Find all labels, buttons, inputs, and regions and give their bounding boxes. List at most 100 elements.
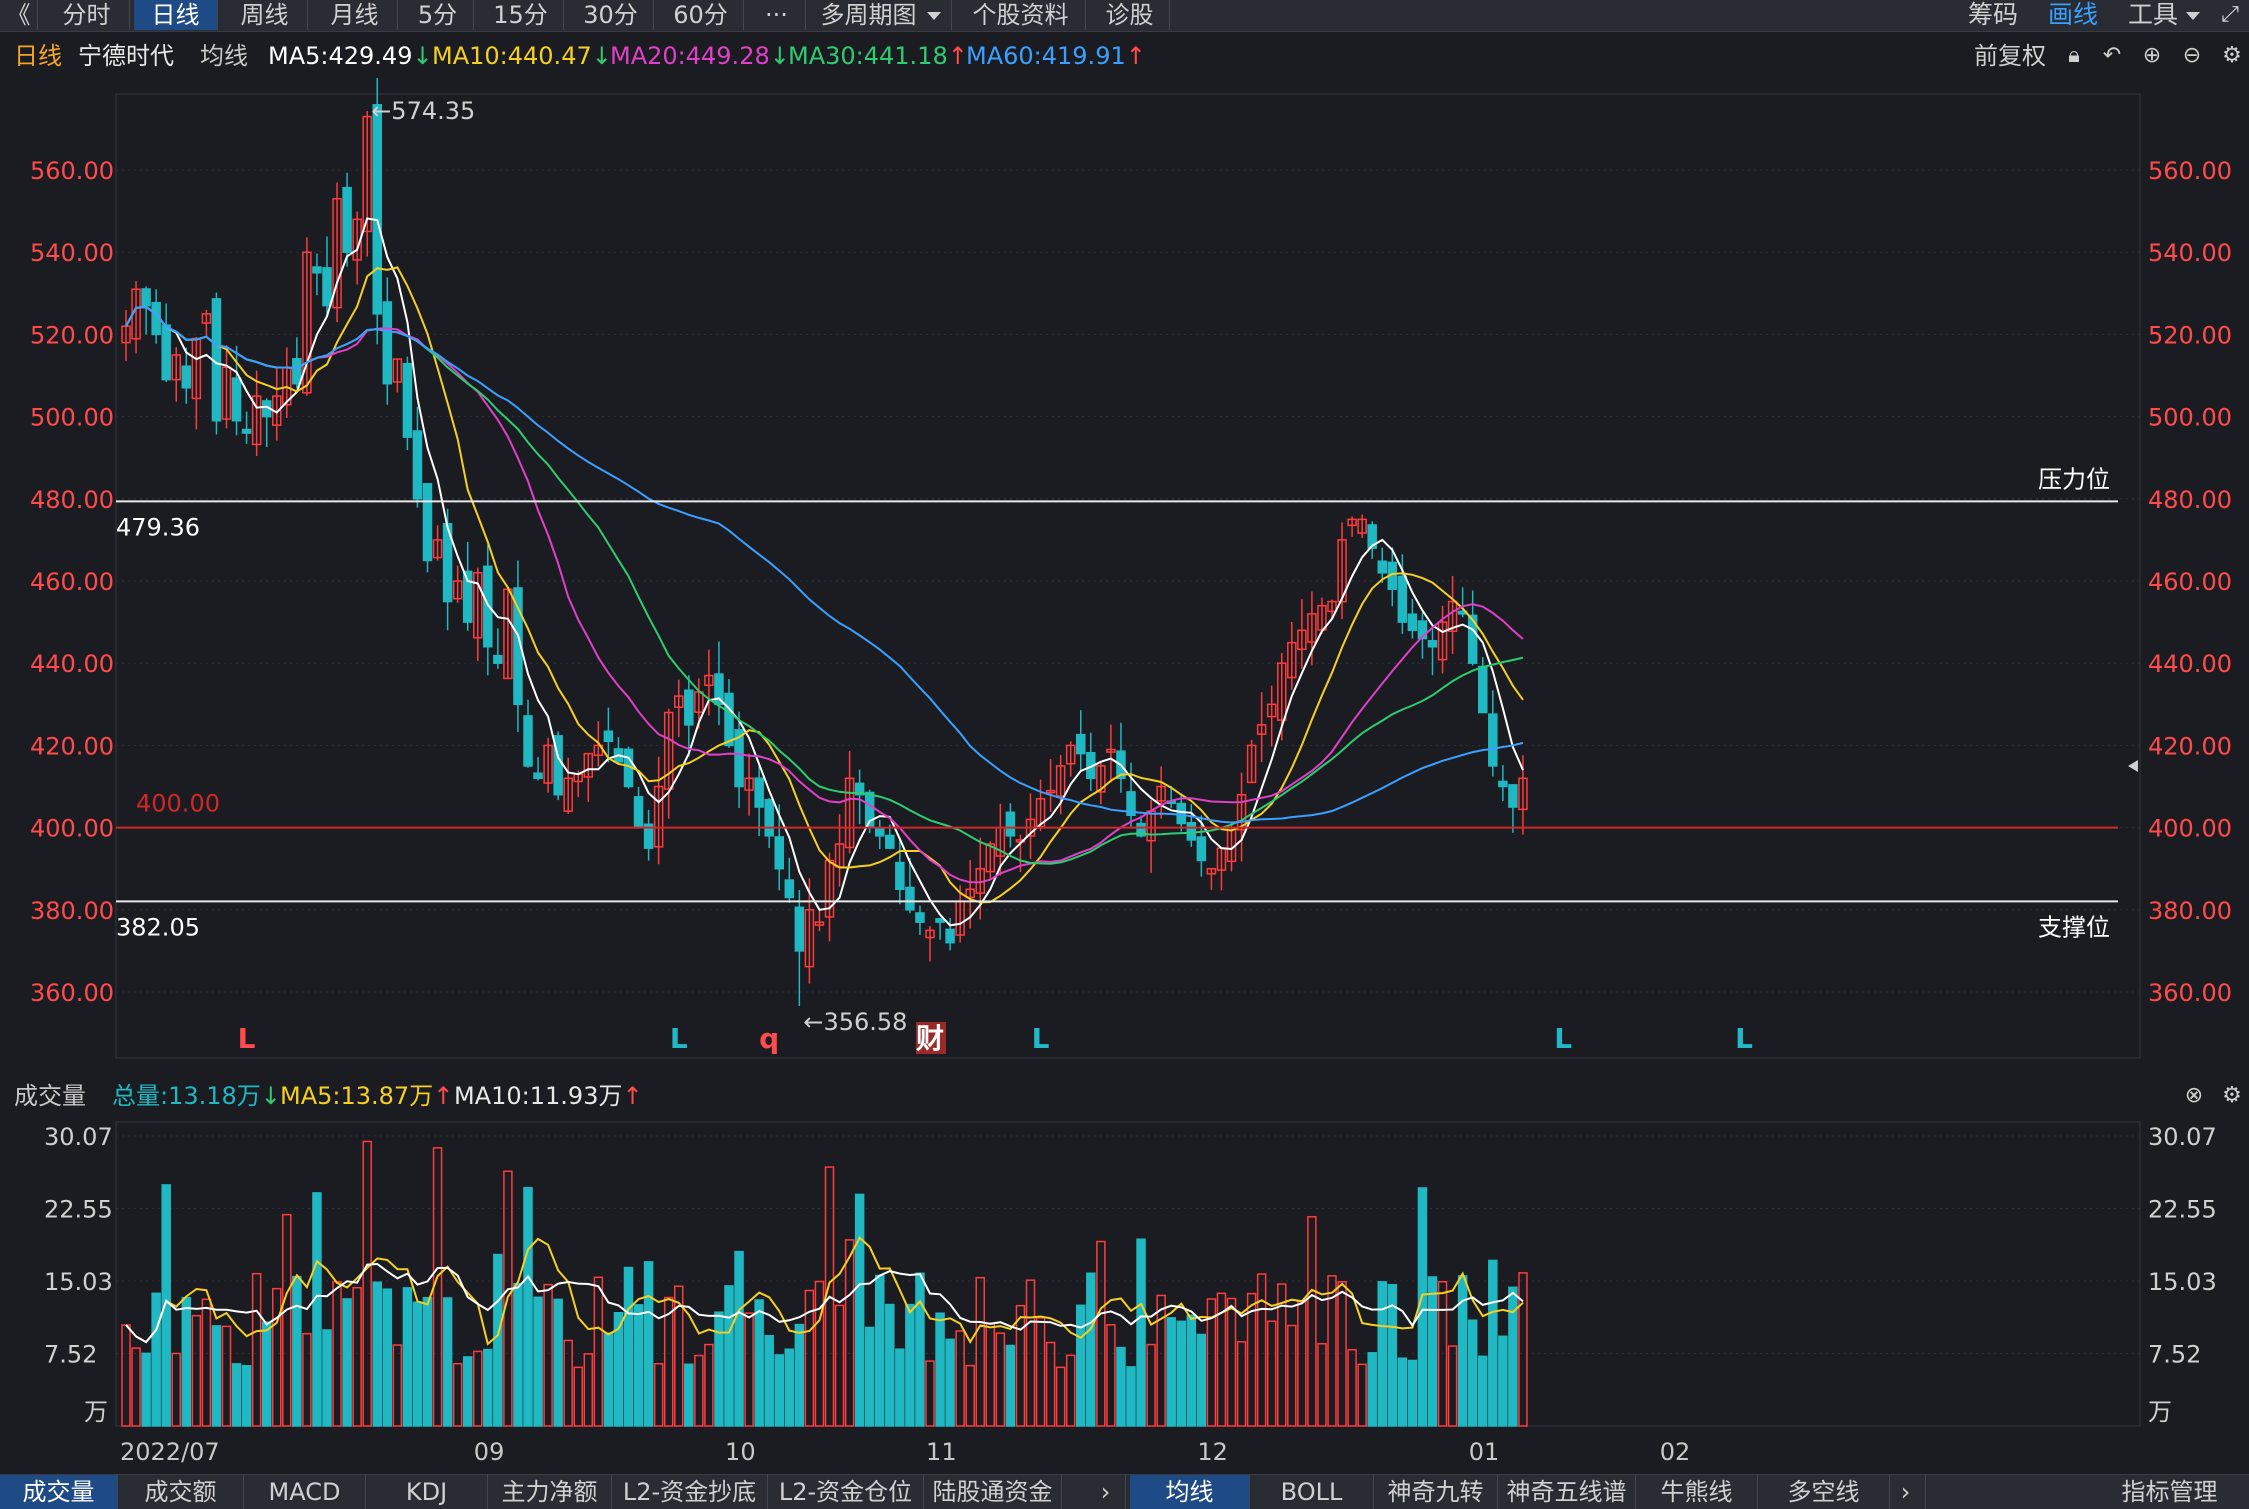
volume-bar <box>945 1338 955 1427</box>
period-tab-label: 60分 <box>673 1 728 29</box>
candle-body <box>915 912 925 923</box>
ma-legend-2: MA20:449.28↓ <box>610 36 790 76</box>
chips-button[interactable]: 筹码 <box>1968 0 2019 29</box>
indicator-manage-tab[interactable]: 指标管理 <box>2121 1478 2218 1506</box>
indicator-tab-3[interactable]: KDJ <box>366 1475 488 1509</box>
ma10-line <box>125 266 1524 904</box>
indicator-tab-4[interactable]: 主力净额 <box>488 1475 612 1509</box>
period-tab-3[interactable]: 月线 <box>312 0 398 30</box>
volume-bar <box>1457 1275 1468 1427</box>
overlay-tab-3[interactable]: 神奇五线谱 <box>1498 1475 1636 1509</box>
period-tab-11[interactable]: 诊股 <box>1090 0 1170 30</box>
zoom-in-icon[interactable]: ⊕ <box>2142 43 2162 68</box>
x-axis-label-5: 01 <box>1468 1438 1500 1466</box>
period-tab-2[interactable]: 周线 <box>222 0 308 30</box>
candle-body <box>714 673 724 706</box>
period-tab-9[interactable]: 多周期图 <box>810 0 952 30</box>
candle-body <box>1005 811 1016 837</box>
volume-bar <box>905 1303 915 1427</box>
price-tick-right: 440.00 <box>2148 650 2232 678</box>
volume-bar <box>684 1363 694 1427</box>
candle-body <box>422 483 433 562</box>
volume-bar <box>1266 1320 1277 1427</box>
candle-body <box>603 730 614 743</box>
x-axis-label-4: 12 <box>1197 1438 1228 1466</box>
overlay-tab-5[interactable]: 多空线 <box>1758 1475 1890 1509</box>
overlay-tab-4[interactable]: 牛熊线 <box>1636 1475 1758 1509</box>
volume-bar <box>1176 1320 1186 1427</box>
price-frame <box>115 93 2141 1059</box>
volume-bar <box>593 1276 604 1427</box>
gear-icon[interactable]: ⚙ <box>2222 43 2242 68</box>
candle-body <box>161 324 171 381</box>
candle-body <box>322 267 332 307</box>
candle-body <box>854 782 865 796</box>
avg-label[interactable]: 均线 <box>200 42 248 70</box>
overlay-tab-1[interactable]: BOLL <box>1250 1475 1374 1509</box>
next-arrow-icon-2[interactable]: › <box>1886 1475 1926 1509</box>
candle-body <box>1277 662 1287 721</box>
back-button[interactable]: 《 <box>0 0 38 30</box>
candle-body <box>312 266 322 274</box>
period-tab-4[interactable]: 5分 <box>402 0 474 30</box>
volume-bar <box>1126 1366 1136 1427</box>
indicator-tab-7[interactable]: 陆股通资金 <box>924 1475 1062 1509</box>
indicator-tab-2[interactable]: MACD <box>244 1475 366 1509</box>
close-icon[interactable]: ⊗ <box>2184 1083 2204 1108</box>
tools-button[interactable]: 工具 <box>2128 0 2201 30</box>
period-tab-10[interactable]: 个股资料 <box>956 0 1086 30</box>
candle-body <box>372 104 382 315</box>
ma-legend-3: MA30:441.18↑ <box>788 36 968 76</box>
volume-bar <box>633 1304 644 1427</box>
volume-bar <box>181 1296 192 1427</box>
vol-tick-left: 15.03 <box>44 1268 113 1296</box>
volume-bar <box>342 1298 352 1427</box>
undo-icon[interactable]: ↶ <box>2102 43 2122 68</box>
period-tab-6[interactable]: 30分 <box>568 0 654 30</box>
candle-body <box>1467 614 1478 664</box>
candle-body <box>1136 822 1146 837</box>
volume-bar <box>402 1287 413 1427</box>
volume-bar <box>854 1193 865 1427</box>
volume-bar <box>543 1283 553 1427</box>
settings-icon[interactable]: ⚙ <box>2222 1083 2242 1108</box>
volume-bar <box>1488 1259 1498 1427</box>
period-tab-8[interactable]: ··· <box>748 0 806 30</box>
price-tick-left: 360.00 <box>30 979 114 1007</box>
volume-bar <box>191 1314 202 1427</box>
volume-bar <box>935 1312 945 1427</box>
indicator-tab-1[interactable]: 成交额 <box>118 1475 244 1509</box>
indicator-tab-5[interactable]: L2-资金抄底 <box>612 1475 768 1509</box>
next-arrow-icon[interactable]: › <box>1086 1475 1126 1509</box>
period-tab-0[interactable]: 分时 <box>44 0 130 30</box>
zoom-out-icon[interactable]: ⊖ <box>2182 43 2202 68</box>
period-tab-label: 15分 <box>493 1 548 29</box>
indicator-tab-bar: 成交量 成交额 MACD KDJ 主力净额 L2-资金抄底 L2-资金仓位 陆股通资金 › 均… <box>0 1474 2249 1509</box>
expand-icon[interactable]: ⤢ <box>2221 2 2239 27</box>
stock-name[interactable]: 宁德时代 <box>78 42 174 70</box>
period-tab-7[interactable]: 60分 <box>658 0 744 30</box>
overlay-tab-0[interactable]: 均线 <box>1130 1475 1250 1509</box>
volume-bar <box>161 1184 171 1427</box>
ma-legend-1: MA10:440.47↓ <box>432 36 612 76</box>
candle-body <box>885 834 895 849</box>
candle-body <box>1126 791 1136 817</box>
candle-body <box>1427 640 1438 648</box>
candle-body <box>402 362 413 438</box>
period-tab-5[interactable]: 15分 <box>478 0 564 30</box>
indicator-tab-6[interactable]: L2-资金仓位 <box>768 1475 924 1509</box>
draw-button[interactable]: 画线 <box>2048 0 2099 29</box>
lock-icon[interactable]: 🔒︎ <box>2068 43 2080 68</box>
candle-body <box>201 313 212 324</box>
candle-body <box>583 752 594 778</box>
volume-bar <box>1377 1281 1387 1427</box>
indicator-tab-0[interactable]: 成交量 <box>0 1475 118 1509</box>
resistance-label: 压力位 <box>2038 465 2110 493</box>
price-tick-right: 380.00 <box>2148 897 2232 925</box>
adjust-label[interactable]: 前复权 <box>1974 42 2046 70</box>
period-tab-1[interactable]: 日线 <box>134 0 218 30</box>
volume-bar <box>121 1324 131 1427</box>
volume-bar <box>131 1347 141 1427</box>
volume-bar <box>513 1282 523 1427</box>
overlay-tab-2[interactable]: 神奇九转 <box>1374 1475 1498 1509</box>
